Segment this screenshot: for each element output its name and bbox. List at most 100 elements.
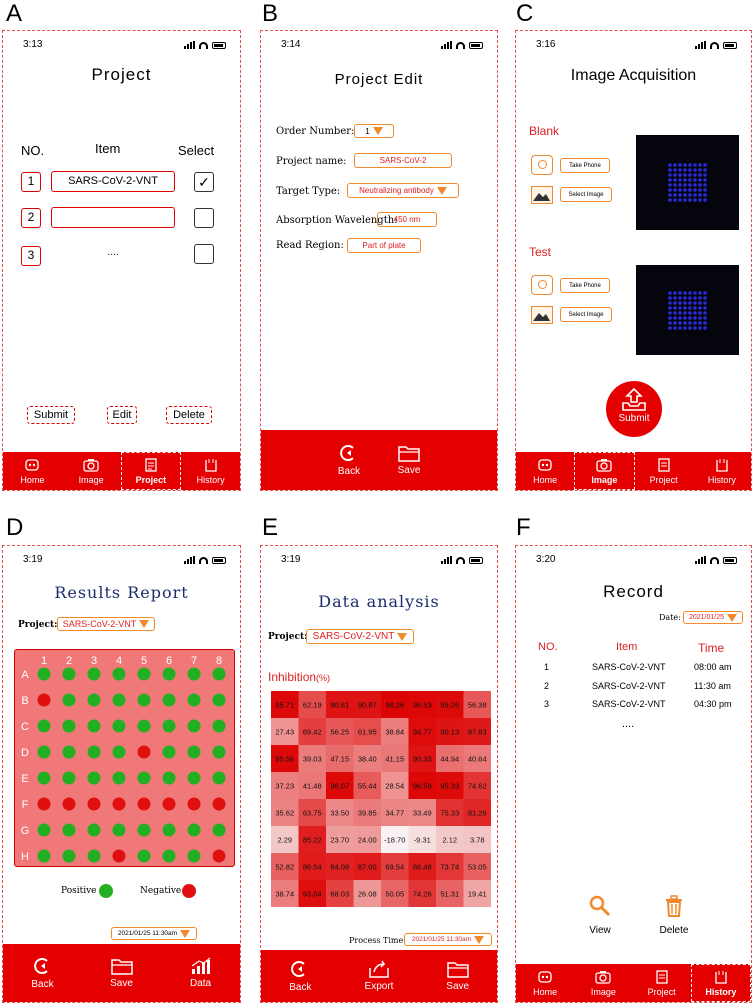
- save-button[interactable]: Save: [379, 430, 439, 490]
- item-field[interactable]: SARS-CoV-2-VNT: [51, 171, 175, 192]
- plate-well-dot: [688, 321, 692, 325]
- project-select[interactable]: SARS-CoV-2-VNT: [306, 629, 414, 644]
- select-checkbox[interactable]: [194, 244, 214, 264]
- plate-well-dot: [688, 306, 692, 310]
- take-photo-button[interactable]: Take Phone: [560, 158, 610, 173]
- plate-well-dot: [668, 311, 672, 315]
- datetime-select[interactable]: 2021/01/25 11:30am: [111, 927, 197, 940]
- heatmap-cell: [463, 853, 491, 880]
- tab-image[interactable]: Image: [574, 452, 635, 490]
- plate-well-dot: [678, 178, 682, 182]
- plate-well-dot: [678, 306, 682, 310]
- heatmap-value: 24.00: [358, 836, 377, 845]
- plate-well-dot: [673, 183, 677, 187]
- gallery-icon[interactable]: [531, 186, 553, 204]
- select-image-button[interactable]: Select Image: [560, 187, 612, 202]
- heatmap-cell: [408, 691, 436, 718]
- positive-well: [212, 745, 226, 759]
- row-label: C: [21, 721, 29, 733]
- heatmap-cell: [298, 718, 326, 745]
- select-image-button[interactable]: Select Image: [560, 307, 612, 322]
- edit-button[interactable]: Edit: [107, 406, 137, 424]
- order-select[interactable]: 1: [354, 124, 394, 138]
- back-button[interactable]: Back: [319, 430, 379, 490]
- positive-well: [87, 667, 101, 681]
- negative-well: [112, 849, 126, 863]
- submit-round-button[interactable]: Submit: [606, 381, 662, 437]
- positive-well: [87, 823, 101, 837]
- back-button[interactable]: Back: [261, 950, 340, 1002]
- tab-project[interactable]: Project: [635, 452, 693, 490]
- record-row[interactable]: 3 SARS-CoV-2-VNT 04:30 pm: [544, 699, 732, 709]
- data-button[interactable]: Data: [161, 944, 240, 1002]
- save-button[interactable]: Save: [82, 944, 161, 1002]
- plate-well-dot: [673, 178, 677, 182]
- heatmap-cell: [298, 853, 326, 880]
- plate-well-dot: [698, 326, 702, 330]
- delete-button[interactable]: Delete: [654, 894, 694, 936]
- heatmap-cell: [326, 745, 354, 772]
- heatmap-cell: [353, 745, 381, 772]
- tab-home[interactable]: Home: [516, 452, 574, 490]
- phone-project-edit: 3:14 Project Edit Order Number: 1 Projec…: [260, 30, 498, 491]
- plate-well-dot: [703, 173, 707, 177]
- back-button[interactable]: Back: [3, 944, 82, 1002]
- status-bar: 3:16: [532, 39, 737, 53]
- gallery-icon[interactable]: [531, 306, 553, 324]
- read-region-select[interactable]: Part of plate: [347, 238, 421, 253]
- tab-project[interactable]: Project: [633, 964, 691, 1002]
- wavelength-input[interactable]: 450 nm: [377, 212, 437, 227]
- more-indicator: ....: [622, 718, 635, 730]
- tab-history[interactable]: History: [181, 452, 240, 490]
- plate-well-dot: [683, 183, 687, 187]
- tab-image[interactable]: Image: [62, 452, 121, 490]
- project-name-input[interactable]: SARS-CoV-2: [354, 153, 452, 168]
- select-checkbox[interactable]: [194, 208, 214, 228]
- delete-button[interactable]: Delete: [166, 406, 212, 424]
- tab-image[interactable]: Image: [574, 964, 632, 1002]
- take-photo-button[interactable]: Take Phone: [560, 278, 610, 293]
- plate-well-dot: [683, 193, 687, 197]
- save-button[interactable]: Save: [418, 950, 497, 1002]
- plate-well-dot: [673, 326, 677, 330]
- heatmap-value: 28.54: [385, 782, 404, 791]
- heatmap-cell: [271, 772, 299, 799]
- select-checkbox[interactable]: ✓: [194, 172, 214, 192]
- positive-well: [212, 771, 226, 785]
- camera-icon[interactable]: [531, 275, 553, 295]
- date-select[interactable]: 2021/01/25: [683, 611, 743, 624]
- item-field[interactable]: [51, 207, 175, 228]
- heatmap-cell: [271, 880, 299, 907]
- plate-well-dot: [683, 321, 687, 325]
- target-type-select[interactable]: Neutralizing antibody: [347, 183, 459, 198]
- project-label: Project:: [268, 632, 308, 642]
- project-label: Project:: [18, 620, 58, 630]
- tab-history[interactable]: History: [690, 964, 751, 1002]
- submit-button[interactable]: Submit: [27, 406, 75, 424]
- tab-home[interactable]: Home: [3, 452, 62, 490]
- plate-well-dot: [678, 316, 682, 320]
- positive-well: [87, 693, 101, 707]
- record-row[interactable]: 2 SARS-CoV-2-VNT 11:30 am: [544, 681, 731, 691]
- project-select[interactable]: SARS-CoV-2-VNT: [57, 617, 155, 631]
- upload-icon: [622, 387, 646, 411]
- home-icon: [538, 970, 552, 983]
- negative-well: [37, 797, 51, 811]
- heatmap-cell: [408, 772, 436, 799]
- record-row[interactable]: 1 SARS-CoV-2-VNT 08:00 am: [544, 662, 732, 672]
- tab-history[interactable]: History: [693, 452, 751, 490]
- plate-well-dot: [668, 316, 672, 320]
- view-button[interactable]: View: [582, 894, 618, 936]
- plate-well-dot: [678, 198, 682, 202]
- tab-project[interactable]: Project: [120, 452, 182, 490]
- heatmap-cell: [326, 826, 354, 853]
- heatmap-value: 50.05: [385, 890, 404, 899]
- export-button[interactable]: Export: [340, 950, 419, 1002]
- plate-well-dot: [673, 163, 677, 167]
- process-time-select[interactable]: 2021/01/25 11:30am: [404, 933, 492, 946]
- heatmap-cell: [271, 718, 299, 745]
- plate-well-dot: [703, 291, 707, 295]
- tab-home[interactable]: Home: [516, 964, 574, 1002]
- plate-well-dot: [703, 321, 707, 325]
- camera-icon[interactable]: [531, 155, 553, 175]
